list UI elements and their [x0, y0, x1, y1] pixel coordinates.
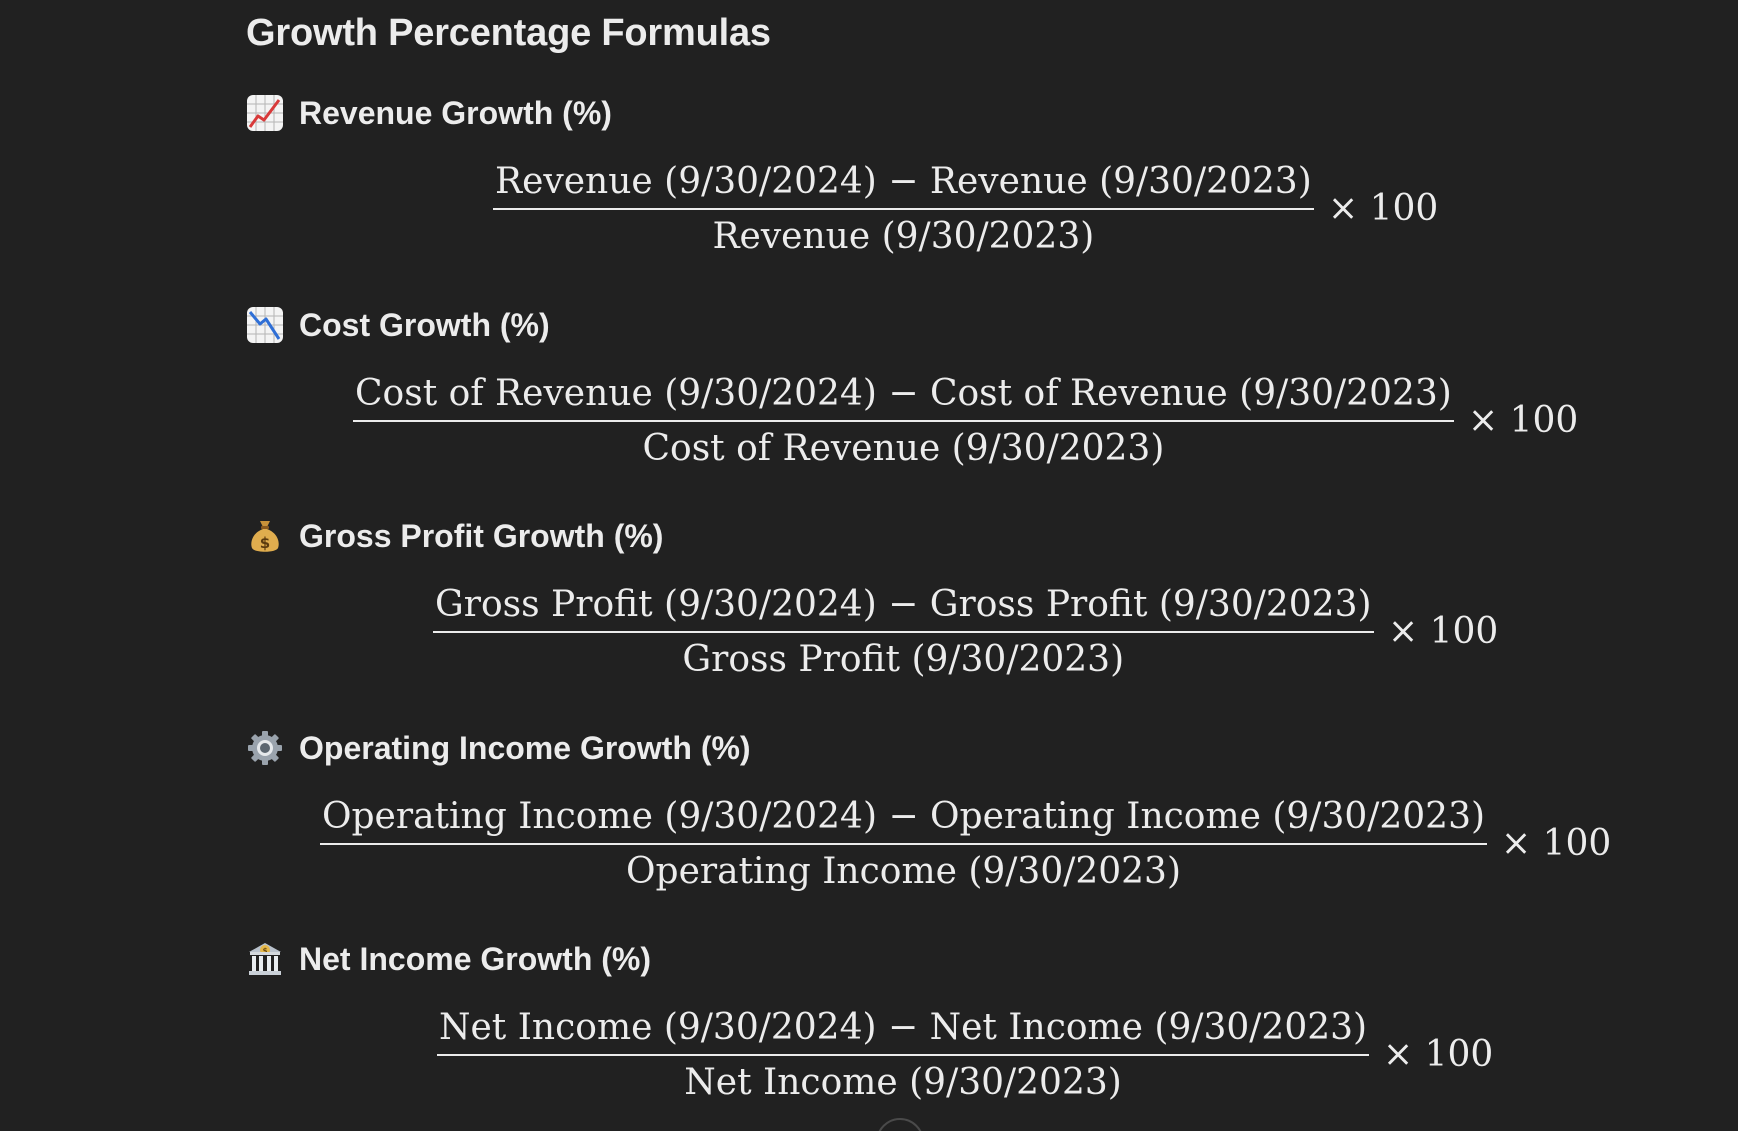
- growth-formula: Net Income (9/30/2024) − Net Income (9/3…: [0, 1004, 1738, 1124]
- formula-denominator: Cost of Revenue (9/30/2023): [642, 428, 1165, 469]
- svg-text:$: $: [260, 534, 270, 552]
- formula-multiplier: × 100: [1501, 823, 1612, 864]
- formula-denominator: Operating Income (9/30/2023): [626, 851, 1182, 892]
- formula-multiplier: × 100: [1468, 400, 1579, 441]
- formula-numerator: Operating Income (9/30/2024) − Operating…: [322, 796, 1486, 837]
- section-operating-income-growth: Operating Income Growth (%) Operating In…: [0, 725, 1738, 937]
- section-heading: $ Net Income Growth (%): [246, 936, 651, 982]
- fraction-bar: [353, 420, 1454, 422]
- formula-numerator: Revenue (9/30/2024) − Revenue (9/30/2023…: [495, 161, 1312, 202]
- chart-decreasing-icon: [246, 306, 284, 344]
- section-heading: Revenue Growth (%): [246, 90, 612, 136]
- section-heading: Operating Income Growth (%): [246, 725, 751, 771]
- formula-numerator: Net Income (9/30/2024) − Net Income (9/3…: [439, 1007, 1368, 1048]
- growth-formula: Revenue (9/30/2024) − Revenue (9/30/2023…: [0, 158, 1738, 278]
- formula-multiplier: × 100: [1388, 611, 1499, 652]
- section-net-income-growth: $ Net Income Growth (%) Net Income (9/30…: [0, 936, 1738, 1131]
- growth-formula: Operating Income (9/30/2024) − Operating…: [0, 793, 1738, 913]
- section-cost-growth: Cost Growth (%) Cost of Revenue (9/30/20…: [0, 302, 1738, 514]
- gear-icon: [246, 729, 284, 767]
- growth-formula: Cost of Revenue (9/30/2024) − Cost of Re…: [0, 370, 1738, 490]
- page-title: Growth Percentage Formulas: [246, 12, 771, 54]
- section-gross-profit-growth: $ Gross Profit Growth (%) Gross Profit (…: [0, 513, 1738, 725]
- formula-numerator: Gross Profit (9/30/2024) − Gross Profit …: [435, 584, 1372, 625]
- bank-icon: $: [246, 940, 284, 978]
- fraction-bar: [433, 631, 1374, 633]
- section-label: Cost Growth (%): [299, 306, 550, 343]
- fraction-bar: [493, 208, 1314, 210]
- formula-multiplier: × 100: [1328, 188, 1439, 229]
- svg-text:$: $: [263, 947, 268, 955]
- formula-numerator: Cost of Revenue (9/30/2024) − Cost of Re…: [355, 373, 1452, 414]
- formula-fraction: Cost of Revenue (9/30/2024) − Cost of Re…: [353, 370, 1454, 473]
- fraction-bar: [320, 843, 1488, 845]
- formula-fraction: Revenue (9/30/2024) − Revenue (9/30/2023…: [493, 158, 1314, 261]
- section-label: Operating Income Growth (%): [299, 729, 751, 766]
- formula-denominator: Gross Profit (9/30/2023): [682, 639, 1125, 680]
- formula-fraction: Net Income (9/30/2024) − Net Income (9/3…: [437, 1004, 1370, 1107]
- money-bag-icon: $: [246, 517, 284, 555]
- formula-multiplier: × 100: [1383, 1034, 1494, 1075]
- section-label: Net Income Growth (%): [299, 940, 652, 977]
- formula-fraction: Operating Income (9/30/2024) − Operating…: [320, 793, 1488, 896]
- formula-fraction: Gross Profit (9/30/2024) − Gross Profit …: [433, 581, 1374, 684]
- section-revenue-growth: Revenue Growth (%) Revenue (9/30/2024) −…: [0, 90, 1738, 302]
- formula-denominator: Revenue (9/30/2023): [712, 216, 1095, 257]
- section-heading: $ Gross Profit Growth (%): [246, 513, 663, 559]
- section-heading: Cost Growth (%): [246, 302, 550, 348]
- chart-increasing-icon: [246, 94, 284, 132]
- section-label: Revenue Growth (%): [299, 94, 612, 131]
- section-label: Gross Profit Growth (%): [299, 517, 664, 554]
- growth-formula: Gross Profit (9/30/2024) − Gross Profit …: [0, 581, 1738, 701]
- fraction-bar: [437, 1054, 1370, 1056]
- formula-denominator: Net Income (9/30/2023): [684, 1062, 1122, 1103]
